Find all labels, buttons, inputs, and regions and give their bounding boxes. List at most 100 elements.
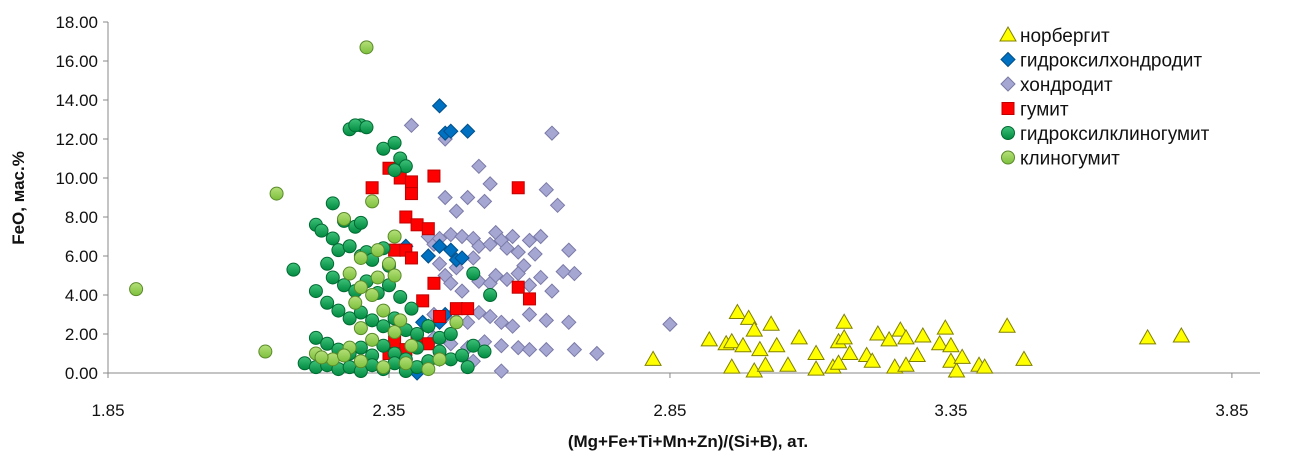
data-point (286, 262, 301, 277)
data-point (376, 303, 391, 318)
x-tick-label: 2.85 (653, 401, 686, 420)
data-point (466, 266, 481, 281)
data-point (448, 203, 465, 219)
data-point (589, 345, 605, 362)
data-point (376, 338, 391, 353)
data-point (561, 242, 577, 258)
y-tick-label: 14.00 (55, 91, 98, 110)
data-point (404, 338, 419, 353)
data-point (365, 332, 380, 347)
data-point (399, 210, 413, 224)
data-point (908, 346, 927, 362)
data-point (863, 352, 882, 368)
data-point (835, 313, 854, 329)
data-point (566, 265, 583, 282)
data-point (308, 284, 323, 299)
axes (103, 21, 1260, 378)
data-point (739, 309, 758, 325)
data-point (499, 240, 515, 256)
data-point (308, 330, 323, 345)
data-point (431, 256, 448, 272)
data-point (544, 283, 560, 299)
data-point (476, 193, 493, 210)
data-point (353, 280, 368, 295)
data-point (521, 306, 538, 323)
legend-entry-label: норбергит (1020, 26, 1110, 47)
data-point (403, 117, 420, 134)
data-point (404, 251, 418, 265)
data-point (387, 325, 402, 340)
data-point (734, 336, 752, 353)
data-point (722, 332, 741, 349)
data-point (493, 337, 510, 354)
data-point (421, 362, 436, 377)
data-points (129, 40, 1191, 381)
legend-entry-label: клиногумит (1020, 149, 1120, 170)
data-point (420, 248, 437, 264)
data-point (404, 187, 418, 201)
data-point (443, 123, 459, 139)
data-point (314, 350, 329, 365)
data-point (1172, 326, 1191, 343)
legend: норбергит гидроксилхондродит хондродит гуми… (999, 25, 1210, 170)
legend-entry-label: гидроксилклиногумит (1020, 124, 1210, 145)
data-point (432, 352, 447, 367)
legend-entry-label: гумит (1020, 100, 1069, 121)
data-point (644, 350, 662, 366)
y-tick-label: 4.00 (65, 286, 98, 305)
data-point (325, 270, 340, 285)
data-point (443, 275, 459, 292)
data-point (320, 256, 335, 271)
data-point (662, 316, 678, 332)
data-point (942, 336, 960, 353)
legend-marker (1000, 51, 1016, 68)
data-point (325, 196, 340, 211)
data-point (511, 181, 525, 195)
data-point (314, 223, 329, 238)
data-point (549, 197, 566, 214)
x-tick-labels: 1.85 2.35 2.85 3.35 3.85 (91, 401, 1248, 420)
data-point (499, 271, 515, 288)
data-point (331, 303, 346, 318)
data-point (477, 344, 492, 359)
data-point (521, 277, 538, 293)
data-point (427, 276, 441, 290)
data-point (404, 301, 419, 316)
data-point (320, 336, 335, 351)
y-tick-labels: 0.00 2.00 4.00 6.00 8.00 10.00 12.00 14.00 16.00… (55, 13, 98, 383)
data-point (521, 232, 538, 249)
y-tick-label: 0.00 (65, 364, 98, 383)
data-point (728, 303, 747, 320)
data-point (840, 344, 859, 360)
data-point (913, 326, 932, 343)
legend-marker (1001, 126, 1015, 140)
data-point (269, 186, 284, 201)
data-point (443, 327, 458, 341)
data-point (449, 315, 464, 330)
data-point (482, 308, 498, 325)
data-point (365, 313, 380, 328)
data-point (504, 318, 521, 334)
data-point (538, 181, 555, 198)
data-point (756, 356, 775, 372)
data-point (443, 242, 459, 258)
data-point (510, 265, 526, 282)
y-tick-label: 18.00 (55, 13, 98, 32)
data-point (342, 311, 357, 326)
data-point (337, 278, 352, 293)
data-point (482, 236, 498, 253)
data-point (376, 141, 391, 156)
data-point (471, 158, 487, 175)
data-point (393, 289, 408, 304)
data-point (947, 362, 966, 378)
data-point (745, 321, 764, 337)
data-point (527, 246, 543, 262)
legend-entry-label: гидроксилхондродит (1020, 51, 1202, 72)
data-point (443, 336, 459, 352)
data-point (376, 360, 391, 375)
data-point (779, 356, 797, 372)
data-point (700, 330, 719, 347)
data-point (427, 169, 441, 183)
data-point (521, 341, 538, 358)
